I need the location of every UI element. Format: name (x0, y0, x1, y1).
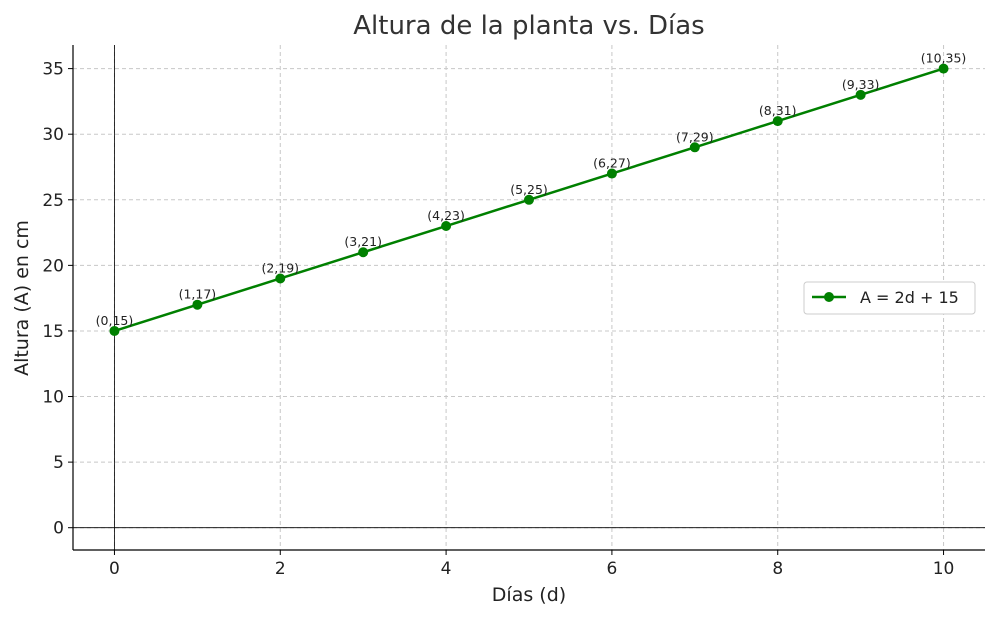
data-point-label: (1,17) (179, 287, 217, 302)
y-tick-label: 20 (42, 256, 64, 276)
y-tick-label: 35 (42, 60, 64, 80)
x-axis-label: Días (d) (492, 584, 566, 606)
x-tick-label: 0 (109, 559, 120, 579)
y-tick-label: 0 (53, 519, 64, 539)
ticks: 0 2 4 6 8 10 0 5 10 15 20 25 30 35 (42, 60, 954, 579)
data-point-label: (8,31) (759, 103, 797, 118)
data-point-label: (7,29) (676, 129, 714, 144)
chart-title: Altura de la planta vs. Días (353, 11, 704, 41)
x-tick-label: 8 (772, 559, 783, 579)
x-tick-label: 2 (275, 559, 286, 579)
data-point (358, 247, 369, 258)
y-tick-label: 30 (42, 125, 64, 145)
point-labels: (0,15) (1,17) (2,19) (3,21) (4,23) (5,25) (6,2… (96, 51, 967, 328)
data-point (689, 142, 700, 153)
data-point (109, 325, 120, 336)
data-point (772, 116, 783, 127)
x-tick-label: 6 (606, 559, 617, 579)
data-point-label: (2,19) (261, 260, 299, 275)
series-layer (109, 63, 949, 336)
data-point-label: (5,25) (510, 182, 548, 197)
legend-marker-swatch (824, 292, 834, 302)
data-point-label: (10,35) (921, 51, 967, 66)
legend-box (803, 281, 976, 315)
y-axis-label: Altura (A) en cm (11, 220, 33, 376)
legend: A = 2d + 15 (803, 281, 976, 315)
y-tick-label: 25 (42, 191, 64, 211)
legend-series-label: A = 2d + 15 (860, 288, 959, 307)
data-point (938, 63, 949, 74)
data-point (192, 299, 203, 310)
data-point-label: (6,27) (593, 156, 631, 171)
y-tick-label: 5 (53, 453, 64, 473)
data-point (855, 89, 866, 100)
y-tick-label: 10 (42, 388, 64, 408)
data-point-label: (4,23) (427, 208, 465, 223)
data-point-label: (3,21) (344, 234, 382, 249)
data-point (524, 194, 534, 205)
data-point-label: (9,33) (842, 77, 880, 92)
x-tick-label: 4 (441, 559, 452, 579)
data-point-label: (0,15) (96, 313, 134, 328)
y-tick-label: 15 (42, 322, 64, 342)
data-point (606, 168, 617, 179)
axes (72, 45, 985, 551)
x-tick-label: 10 (933, 559, 955, 579)
data-point (441, 221, 452, 232)
data-point (275, 273, 286, 284)
